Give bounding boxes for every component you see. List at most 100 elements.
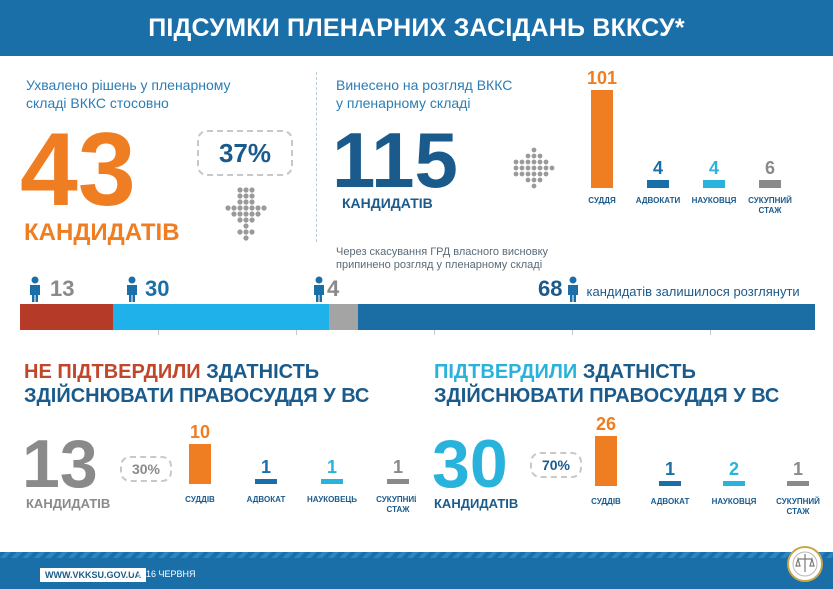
bar-value-label: 4 xyxy=(653,158,663,178)
progress-segment-confirmed xyxy=(113,304,330,330)
vkksu-emblem-icon xyxy=(787,546,823,582)
bar-category-label: СУКУПНИЙ xyxy=(748,196,792,205)
bar-category-label: АДВОКАТ xyxy=(651,497,690,506)
bar-value-label: 101 xyxy=(587,68,617,88)
bar-0 xyxy=(591,90,613,188)
bar-2 xyxy=(723,481,745,486)
not-confirmed-title-c: ЗДІЙСНЮВАТИ ПРАВОСУДДЯ У ВС xyxy=(24,385,370,407)
bar-0 xyxy=(189,444,211,484)
footer-url[interactable]: WWW.VKKSU.GOV.UA xyxy=(40,568,147,582)
progress-value-confirmed: 30 xyxy=(145,276,170,301)
approved-text: Ухвалено рішень у пленарному складі ВККС… xyxy=(26,76,286,112)
bar-3 xyxy=(387,479,409,484)
not-confirmed-unit: КАНДИДАТІВ xyxy=(26,496,111,511)
considered-unit: КАНДИДАТІВ xyxy=(342,195,433,211)
bar-category-label: СУКУПНИЙ xyxy=(376,495,416,504)
bar-category-label: СУДДЯ xyxy=(588,196,616,205)
bar-value-label: 1 xyxy=(665,459,675,479)
approved-percent: 37% xyxy=(218,137,272,168)
considered-text-line2: у пленарному складі xyxy=(336,95,471,111)
not-confirmed-title-a: НЕ ПІДТВЕРДИЛИ xyxy=(24,361,201,383)
bar-category-label: АДВОКАТИ xyxy=(636,196,681,205)
confirmed-unit: КАНДИДАТІВ xyxy=(434,496,519,511)
section-divider xyxy=(316,72,317,242)
bar-category-label: НАУКОВЦЯ xyxy=(692,196,737,205)
bar-3 xyxy=(787,481,809,486)
termination-note: Через скасування ГРД власного висновку п… xyxy=(336,246,548,272)
bar-value-label: 4 xyxy=(709,158,719,178)
bar-1 xyxy=(647,180,669,188)
confirmed-title-b: ЗДАТНІСТЬ xyxy=(582,361,696,383)
dotted-arrow-right-icon xyxy=(513,147,555,189)
progress-label-terminated: 4 xyxy=(313,276,339,302)
bar-value-label: 10 xyxy=(190,422,210,442)
bar-1 xyxy=(659,481,681,486)
bar-2 xyxy=(703,180,725,188)
progress-label-rejected: 13 xyxy=(28,276,74,302)
bar-value-label: 1 xyxy=(793,459,803,479)
dotted-arrow-down-icon xyxy=(225,187,267,241)
termination-note-line1: Через скасування ГРД власного висновку xyxy=(336,246,549,258)
bar-category-label: СУДДІВ xyxy=(185,495,215,504)
confirmed-percent-badge: 70% xyxy=(530,452,582,478)
progress-segment-rejected xyxy=(20,304,114,330)
progress-value-terminated: 4 xyxy=(327,276,340,301)
person-icon xyxy=(314,276,324,302)
bar-value-label: 1 xyxy=(261,457,271,477)
bar-category-label: СТАЖ xyxy=(387,505,411,514)
termination-note-line2: припинено розгляд у пленарному складі xyxy=(336,259,543,271)
bar-category-label: СТАЖ xyxy=(787,507,811,516)
confirmed-title-c: ЗДІЙСНЮВАТИ ПРАВОСУДДЯ У ВС xyxy=(434,385,780,407)
bar-category-label: АДВОКАТ xyxy=(247,495,286,504)
progress-segment-remaining xyxy=(357,304,815,330)
confirmed-title: ПІДТВЕРДИЛИ ЗДАТНІСТЬ ЗДІЙСНЮВАТИ ПРАВОС… xyxy=(434,360,779,408)
footer-stripe xyxy=(0,552,833,558)
approved-text-line1: Ухвалено рішень у пленарному xyxy=(26,77,231,93)
bar-value-label: 1 xyxy=(327,457,337,477)
considered-text: Винесено на розгляд ВККС у пленарному ск… xyxy=(336,76,556,112)
progress-bar xyxy=(20,304,815,330)
progress-value-rejected: 13 xyxy=(50,276,75,301)
bar-value-label: 6 xyxy=(765,158,775,178)
bar-value-label: 26 xyxy=(596,414,616,434)
confirmed-number: 30 xyxy=(432,426,508,502)
progress-segment-terminated xyxy=(329,304,358,330)
progress-label-confirmed: 30 xyxy=(125,276,169,302)
page-title: ПІДСУМКИ ПЛЕНАРНИХ ЗАСІДАНЬ ВККСУ* xyxy=(148,13,685,42)
bar-category-label: НАУКОВЕЦЬ xyxy=(307,495,357,504)
bar-category-label: СУКУПНИЙ xyxy=(776,497,820,506)
bar-3 xyxy=(759,180,781,188)
not-confirmed-percent-badge: 30% xyxy=(120,456,172,482)
not-confirmed-title-b: ЗДАТНІСТЬ xyxy=(206,361,320,383)
header-banner: ПІДСУМКИ ПЛЕНАРНИХ ЗАСІДАНЬ ВККСУ* xyxy=(0,0,833,56)
person-icon xyxy=(30,276,40,302)
approved-unit: КАНДИДАТІВ xyxy=(24,219,180,246)
footer-note: * 6-16 ЧЕРВНЯ xyxy=(132,569,196,579)
person-icon xyxy=(568,276,579,302)
approved-percent-badge: 37% xyxy=(197,130,293,176)
approved-number: 43 xyxy=(20,112,136,228)
footer-bar: WWW.VKKSU.GOV.UA * 6-16 ЧЕРВНЯ xyxy=(0,546,833,589)
confirmed-title-a: ПІДТВЕРДИЛИ xyxy=(434,361,578,383)
bar-category-label: НАУКОВЦЯ xyxy=(712,497,757,506)
progress-label-remaining: 68 кандидатів залишилося розглянути xyxy=(538,276,800,302)
considered-text-line1: Винесено на розгляд ВККС xyxy=(336,77,513,93)
bar-1 xyxy=(255,479,277,484)
bar-value-label: 1 xyxy=(393,457,403,477)
bar-0 xyxy=(595,436,617,486)
bar-category-label: СТАЖ xyxy=(759,206,783,215)
not-confirmed-number: 13 xyxy=(22,426,98,502)
progress-remaining-text: кандидатів залишилося розглянути xyxy=(586,284,800,299)
considered-number: 115 xyxy=(332,116,458,204)
approved-text-line2: складі ВККС стосовно xyxy=(26,95,169,111)
bar-2 xyxy=(321,479,343,484)
not-confirmed-percent: 30% xyxy=(131,461,161,477)
confirmed-percent: 70% xyxy=(541,457,571,473)
bar-category-label: СУДДІВ xyxy=(591,497,621,506)
not-confirmed-title: НЕ ПІДТВЕРДИЛИ ЗДАТНІСТЬ ЗДІЙСНЮВАТИ ПРА… xyxy=(24,360,369,408)
bar-value-label: 2 xyxy=(729,459,739,479)
person-icon xyxy=(127,276,137,302)
